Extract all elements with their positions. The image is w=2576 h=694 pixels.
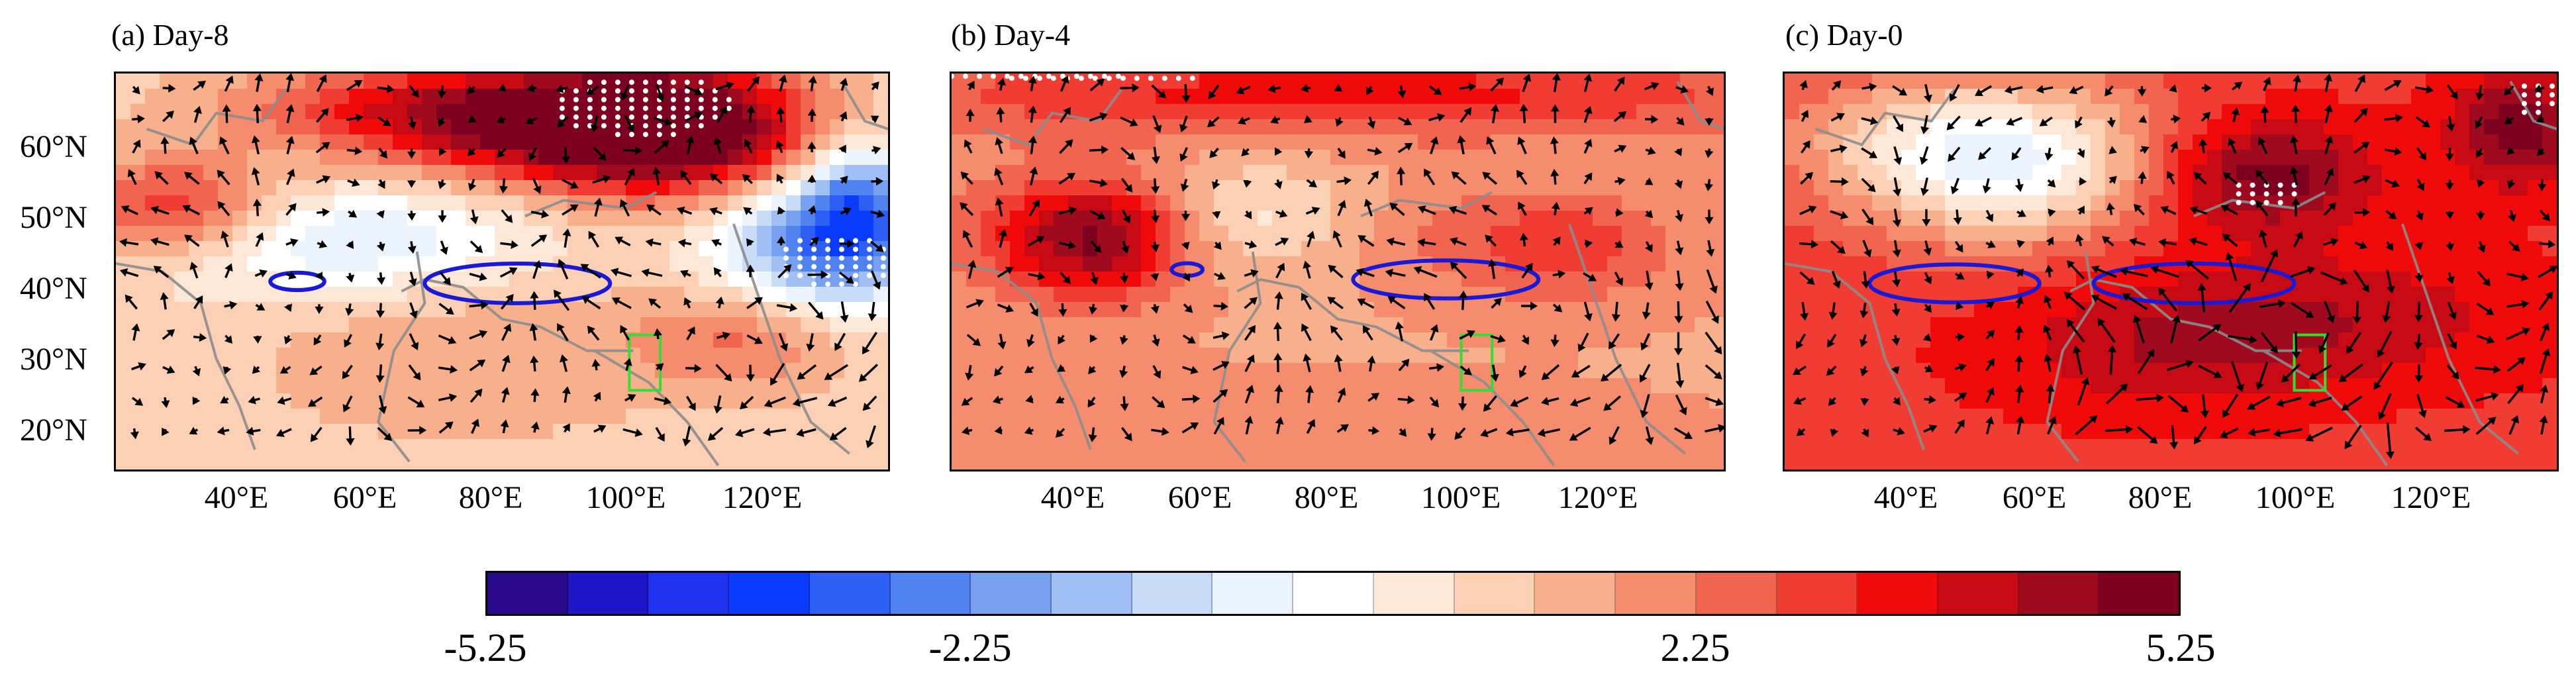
wind-vectors: [1793, 74, 2557, 460]
colorbar-label-min: -5.25: [444, 626, 527, 669]
lat-label-40: 40°N: [20, 271, 87, 306]
lon-label-b-120: 120°E: [1558, 480, 1638, 515]
colorbar-swatch: [971, 573, 1052, 614]
lon-label-c-60: 60°E: [2002, 480, 2067, 515]
colorbar-swatch: [568, 573, 649, 614]
significance-stipples: [2236, 83, 2555, 205]
colorbar-label-neg: -2.25: [928, 626, 1012, 669]
coastlines: [952, 80, 1724, 467]
lon-label-b-100: 100°E: [1420, 480, 1501, 515]
lon-label-c-120: 120°E: [2391, 480, 2471, 515]
wind-vectors: [119, 74, 885, 449]
map-b-svg: [952, 74, 1724, 470]
colorbar-swatch: [729, 573, 810, 614]
colorbar-label-pos: 2.25: [1660, 626, 1730, 669]
colorbar: [485, 571, 2181, 616]
significance-stipples: [559, 79, 886, 287]
colorbar-swatch: [1052, 573, 1132, 614]
lat-label-60: 60°N: [20, 129, 87, 164]
colorbar-swatch: [1696, 573, 1777, 614]
colorbar-swatch: [1777, 573, 1858, 614]
panel-b-title: (b) Day-4: [951, 18, 1071, 52]
lon-label-b-80: 80°E: [1294, 480, 1359, 515]
lon-label-c-100: 100°E: [2255, 480, 2336, 515]
colorbar-swatch: [1454, 573, 1536, 614]
colorbar-swatch: [2099, 573, 2179, 614]
colorbar-swatch: [1213, 573, 1294, 614]
colorbar-swatch: [890, 573, 971, 614]
anomaly-field: [116, 74, 888, 470]
anomaly-field: [1785, 74, 2557, 470]
colorbar-swatch: [809, 573, 891, 614]
colorbar-label-max: 5.25: [2146, 626, 2216, 669]
blue-contours: [268, 262, 613, 305]
map-panel-c: [1783, 72, 2559, 471]
lon-label-a-40: 40°E: [204, 480, 269, 515]
blue-contours: [1867, 262, 2297, 305]
panel-a-title: (a) Day-8: [111, 18, 229, 52]
lon-label-b-40: 40°E: [1040, 480, 1105, 515]
map-a-svg: [116, 74, 888, 470]
colorbar-swatch: [1616, 573, 1697, 614]
map-panel-b: [950, 72, 1726, 471]
colorbar-swatch: [1132, 573, 1213, 614]
colorbar-swatch: [1373, 573, 1455, 614]
map-panel-a: [114, 72, 890, 471]
map-c-svg: [1785, 74, 2557, 470]
lon-label-a-120: 120°E: [722, 480, 803, 515]
colorbar-swatch: [1938, 573, 2019, 614]
colorbar-swatch: [1293, 573, 1374, 614]
study-region-box: [1460, 333, 1494, 392]
colorbar-swatch: [648, 573, 730, 614]
lon-label-a-80: 80°E: [458, 480, 523, 515]
colorbar-swatch: [2018, 573, 2100, 614]
colorbar-swatch: [1535, 573, 1616, 614]
colorbar-swatch: [487, 573, 568, 614]
lon-label-a-60: 60°E: [332, 480, 397, 515]
significance-stipples: [952, 74, 1195, 81]
wind-vectors: [960, 74, 1724, 446]
panel-c-title: (c) Day-0: [1785, 18, 1903, 52]
lat-label-50: 50°N: [20, 200, 87, 235]
lon-label-b-60: 60°E: [1167, 480, 1232, 515]
lon-label-a-100: 100°E: [585, 480, 666, 515]
lon-label-c-40: 40°E: [1873, 480, 1938, 515]
lat-label-20: 20°N: [20, 413, 87, 448]
study-region-box: [2293, 333, 2327, 392]
colorbar-swatch: [1858, 573, 1938, 614]
coastlines: [116, 80, 888, 467]
lat-label-30: 30°N: [20, 342, 87, 377]
lon-label-c-80: 80°E: [2128, 480, 2193, 515]
